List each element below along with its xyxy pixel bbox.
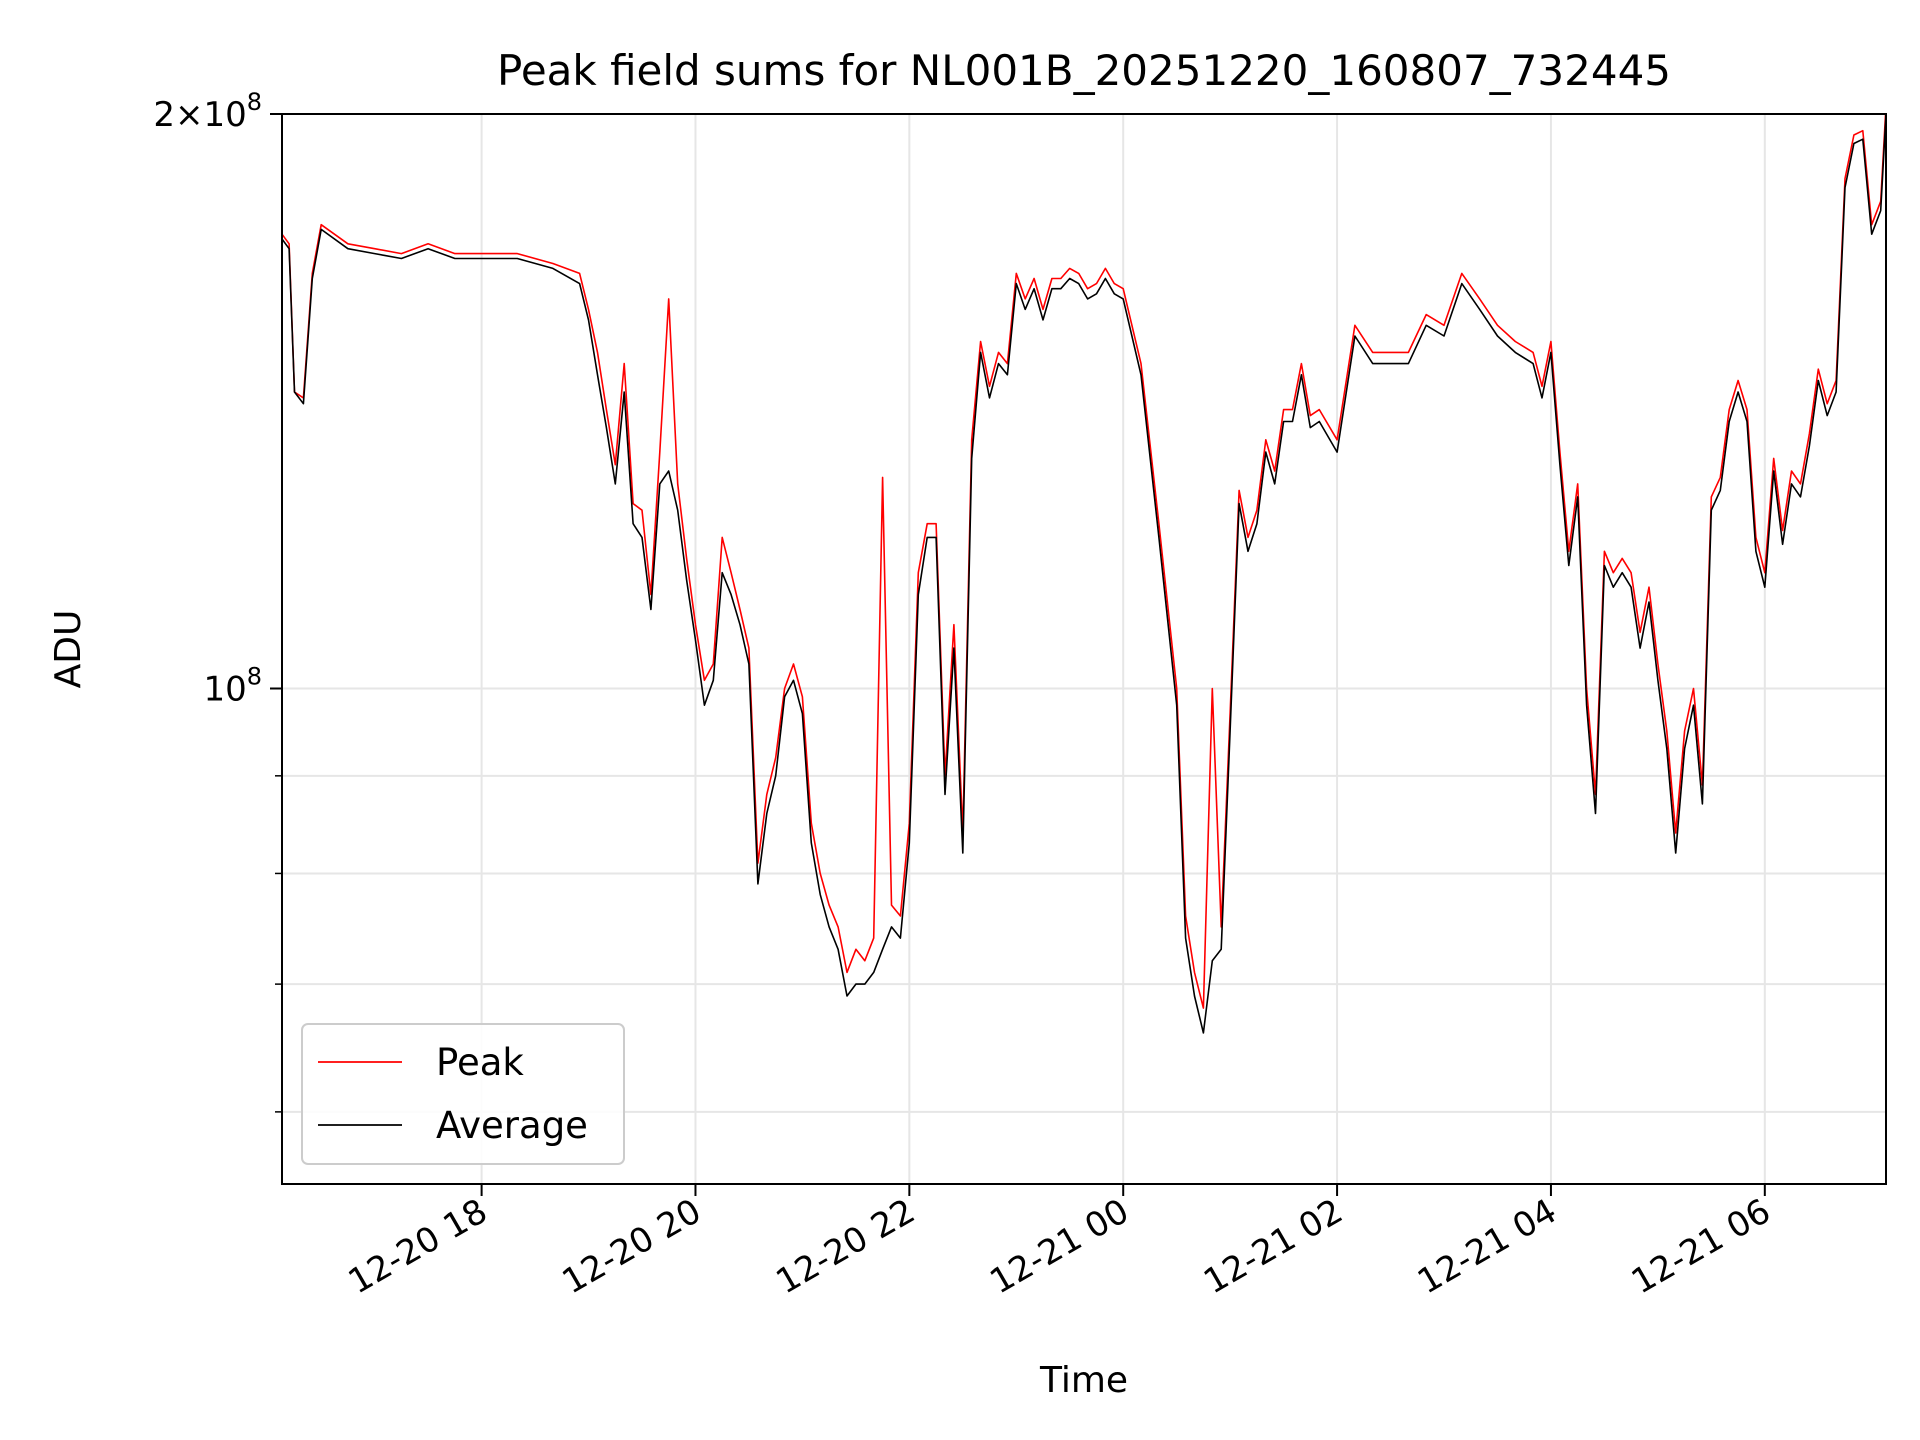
y-tick-label: 108 bbox=[203, 662, 262, 709]
y-tick-label-base: 10 bbox=[203, 669, 246, 709]
series-line-average bbox=[282, 114, 1886, 1034]
y-tick-label-exponent: 8 bbox=[247, 88, 262, 116]
chart-title: Peak field sums for NL001B_20251220_1608… bbox=[497, 46, 1671, 95]
y-tick-label-exponent: 8 bbox=[247, 662, 262, 690]
y-tick-label: 2×108 bbox=[153, 88, 262, 135]
y-tick-label-base: 2×10 bbox=[153, 95, 246, 135]
series-line-peak bbox=[282, 114, 1886, 1009]
legend-label-average: Average bbox=[436, 1104, 588, 1147]
series-layer bbox=[282, 114, 1886, 1034]
legend-label-peak: Peak bbox=[436, 1041, 524, 1084]
plot-frame bbox=[281, 113, 1887, 1185]
legend-box bbox=[301, 1023, 625, 1165]
y-axis-label: ADU bbox=[48, 610, 89, 689]
legend: Peak Average bbox=[301, 1023, 625, 1165]
x-axis-label: Time bbox=[1039, 1360, 1128, 1401]
